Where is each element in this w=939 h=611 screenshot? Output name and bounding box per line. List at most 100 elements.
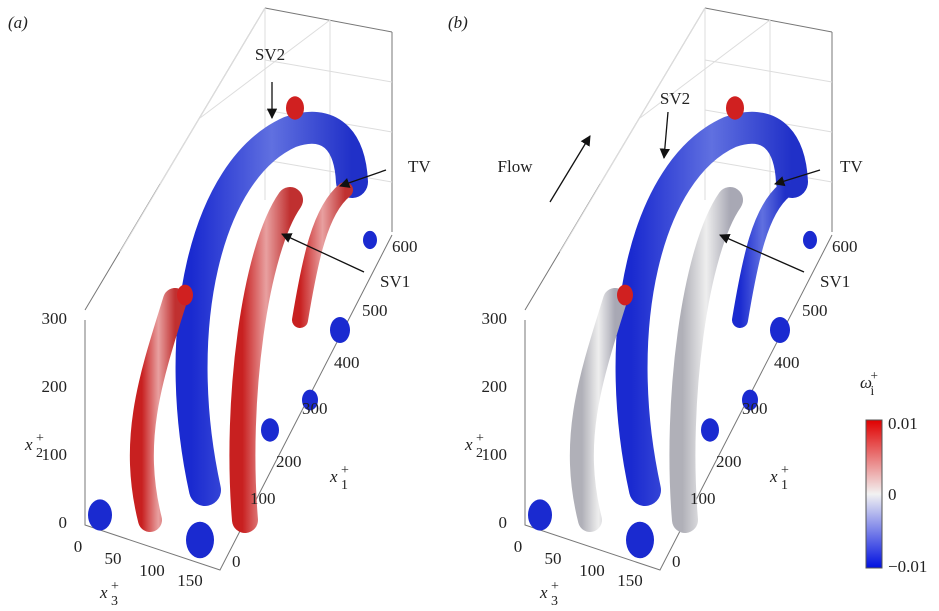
x1-tick-label: 600: [832, 237, 858, 256]
x1-title-base: x: [769, 467, 778, 486]
vortex-blob: [177, 284, 193, 306]
x3-tick-label: 100: [139, 561, 165, 580]
colorbar-title-sub: i: [870, 383, 874, 398]
colorbar: [865, 419, 883, 569]
x1-tick-label: 0: [672, 552, 681, 571]
x3-title: x +3: [539, 579, 559, 609]
colorbar-tick-label: 0: [888, 485, 897, 504]
x3-tick-label: 150: [177, 571, 203, 590]
vortex-blob: [88, 499, 112, 531]
x1-tick-label: 0: [232, 552, 241, 571]
x1-tick-label: 200: [276, 452, 302, 471]
vortex-tube: [292, 182, 353, 328]
annotation-arrow: [659, 111, 670, 160]
x1-tick-label: 400: [334, 353, 360, 372]
x1-title-sub: 1: [781, 478, 788, 493]
annotation: SV1: [380, 272, 410, 291]
vortex-blob: [626, 521, 654, 559]
x3-title: x +3: [99, 579, 119, 609]
x2-tick-label: 0: [59, 513, 68, 532]
x1-title: x +1: [769, 463, 789, 493]
x2-tick-label: 100: [42, 445, 68, 464]
annotation-arrow: [774, 169, 821, 187]
colorbar-title: ω+ i: [860, 368, 878, 398]
panel-label: (b): [448, 13, 468, 32]
x1-tick-label: 500: [802, 301, 828, 320]
x3-tick-label: 0: [514, 537, 523, 556]
box-edge: [264, 7, 393, 33]
x2-title: x +2: [464, 431, 484, 461]
x3-tick-label: 50: [105, 549, 122, 568]
x1-tick-label: 200: [716, 452, 742, 471]
colorbar-title-sup: +: [870, 368, 878, 383]
grid-line: [159, 7, 266, 185]
x1-title-sup: +: [341, 463, 349, 478]
grid-line: [704, 59, 833, 83]
x2-title-sub: 2: [476, 446, 483, 461]
x3-title-base: x: [539, 583, 548, 602]
x3-tick-label: 150: [617, 571, 643, 590]
grid-line: [599, 7, 706, 185]
x2-tick-label: 200: [42, 377, 68, 396]
x2-tick-label: 0: [499, 513, 508, 532]
x3-title-sub: 3: [551, 594, 558, 609]
annotation: SV2: [255, 45, 285, 64]
vortex-tube: [732, 182, 793, 328]
x1-tick-label: 100: [690, 489, 716, 508]
annotation-arrow: [339, 169, 387, 188]
x2-tick-label: 100: [482, 445, 508, 464]
annotation: TV: [408, 157, 431, 176]
panel-label: (a): [8, 13, 28, 32]
x2-title-sub: 2: [36, 446, 43, 461]
grid-line: [704, 159, 833, 183]
x2-tick-label: 200: [482, 377, 508, 396]
x2-title-sup: +: [476, 431, 484, 446]
x3-tick-label: 50: [545, 549, 562, 568]
vortex-blob: [528, 499, 552, 531]
x3-title-base: x: [99, 583, 108, 602]
vortex-tube: [615, 111, 808, 506]
x2-tick-label: 300: [42, 309, 68, 328]
x3-tick-label: 100: [579, 561, 605, 580]
annotation: TV: [840, 157, 863, 176]
annotation-arrow: [719, 234, 805, 273]
x1-title: x +1: [329, 463, 349, 493]
vortex-tube: [569, 288, 627, 532]
annotation: Flow: [498, 157, 534, 176]
vortex-blob: [286, 96, 304, 120]
x1-tick-label: 600: [392, 237, 418, 256]
colorbar-title-base: ω: [860, 373, 872, 392]
flow-arrow: [549, 135, 591, 203]
colorbar-tick-label: −0.01: [888, 557, 927, 576]
annotation: SV1: [820, 272, 850, 291]
vortex-tube: [669, 187, 743, 533]
x1-title-base: x: [329, 467, 338, 486]
vortex-tube: [229, 187, 303, 533]
vortex-blob: [363, 230, 377, 250]
x2-title-sup: +: [36, 431, 44, 446]
grid-line: [199, 19, 331, 119]
x3-title-sup: +: [111, 579, 119, 594]
vortex-blob: [701, 418, 719, 442]
x2-tick-label: 300: [482, 309, 508, 328]
x2-title-base: x: [464, 435, 473, 454]
vortex-tube: [175, 111, 368, 506]
x1-tick-label: 400: [774, 353, 800, 372]
vortex-blob: [302, 389, 318, 411]
x1-title-sup: +: [781, 463, 789, 478]
colorbar-labels: 0.01 0 −0.01 ω+ i: [860, 368, 927, 576]
x2-title-base: x: [24, 435, 33, 454]
x3-title-sub: 3: [111, 594, 118, 609]
vortex-blob: [261, 418, 279, 442]
annotation: SV2: [660, 89, 690, 108]
vortex-blob: [770, 317, 790, 343]
grid-line: [264, 59, 393, 83]
vortex-tube: [129, 288, 187, 532]
x2-title: x +2: [24, 431, 44, 461]
x1-tick-label: 500: [362, 301, 388, 320]
annotation-arrow: [281, 233, 365, 273]
grid-line: [264, 159, 393, 183]
x1-title-sub: 1: [341, 478, 348, 493]
